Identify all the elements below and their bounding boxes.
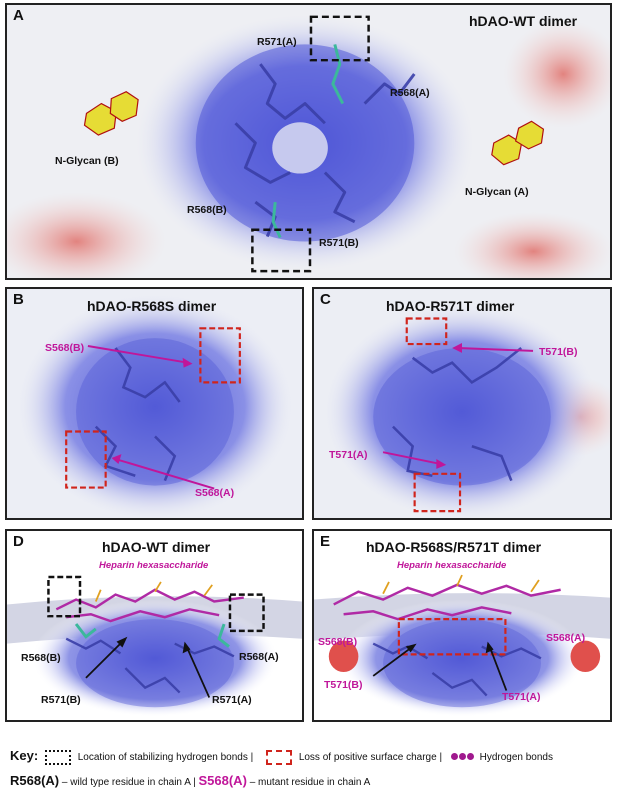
- panel-c-surface: [314, 289, 610, 518]
- key-row-1: Key: Location of stabilizing hydrogen bo…: [10, 748, 553, 765]
- panel-b-surface: [7, 289, 302, 518]
- panel-a-surface: [7, 5, 610, 278]
- key-loss-charge: Loss of positive surface charge |: [298, 752, 443, 763]
- key-title: Key:: [10, 748, 39, 763]
- label-glycan-a: N-Glycan (A): [465, 186, 529, 198]
- panel-e: E hDAO-R568S/R571T dimer Heparin hexasac…: [312, 529, 612, 722]
- label-e-s568b: S568(B): [318, 636, 358, 648]
- panel-b-letter: B: [13, 291, 24, 308]
- label-d-r571a: R571(A): [212, 694, 252, 706]
- label-r571b: R571(B): [319, 237, 359, 249]
- label-s568b: S568(B): [45, 342, 85, 354]
- label-t571a: T571(A): [329, 449, 368, 461]
- label-r571a: R571(A): [257, 36, 297, 48]
- key-mut-desc: – mutant residue in chain A: [249, 777, 371, 788]
- label-e-s568a: S568(A): [546, 632, 586, 644]
- panel-b: B hDAO-R568S dimer S568(B) S568(A): [5, 287, 304, 520]
- key-row-2: R568(A) – wild type residue in chain A |…: [10, 773, 370, 788]
- label-e-t571a: T571(A): [502, 691, 541, 703]
- key-wt-code: R568(A): [10, 773, 60, 788]
- label-d-r568a: R568(A): [239, 651, 279, 663]
- label-r568a: R568(A): [390, 87, 430, 99]
- key-hbond-box-icon: [44, 749, 71, 765]
- label-t571b: T571(B): [539, 346, 578, 358]
- panel-c-letter: C: [320, 291, 331, 308]
- panel-d-title: hDAO-WT dimer: [102, 539, 211, 555]
- panel-a: A hDAO-WT dimer R571(A) R568(A) N-Glycan…: [5, 3, 612, 280]
- label-s568a: S568(A): [195, 487, 235, 499]
- key-hbonds: Hydrogen bonds: [479, 752, 553, 763]
- panel-e-subtitle: Heparin hexasaccharide: [397, 560, 507, 571]
- label-d-r568b: R568(B): [21, 652, 61, 664]
- panel-d: D hDAO-WT dimer Heparin hexasaccharide R…: [5, 529, 304, 722]
- panel-e-letter: E: [320, 533, 331, 550]
- label-d-r571b: R571(B): [41, 694, 81, 706]
- label-r568b: R568(B): [187, 204, 227, 216]
- panel-d-letter: D: [13, 533, 24, 550]
- panel-b-title: hDAO-R568S dimer: [87, 298, 217, 314]
- panel-c: C hDAO-R571T dimer T571(B) T571(A): [312, 287, 612, 520]
- label-e-t571b: T571(B): [324, 679, 363, 691]
- label-glycan-b: N-Glycan (B): [55, 155, 119, 167]
- key-hbond-location: Location of stabilizing hydrogen bonds |: [77, 752, 254, 763]
- key-mut-code: S568(A): [198, 773, 247, 788]
- key-loss-box-icon: [266, 749, 293, 765]
- panel-d-subtitle: Heparin hexasaccharide: [99, 560, 209, 571]
- panel-c-title: hDAO-R571T dimer: [386, 298, 515, 314]
- key-hbond-dots-icon: [450, 752, 474, 763]
- panel-e-surface: [314, 531, 610, 720]
- panel-d-surface: [7, 531, 302, 720]
- panel-a-letter: A: [13, 7, 24, 24]
- key-wt-desc: – wild type residue in chain A |: [61, 777, 196, 788]
- panel-a-title: hDAO-WT dimer: [469, 13, 578, 29]
- panel-e-title: hDAO-R568S/R571T dimer: [366, 539, 542, 555]
